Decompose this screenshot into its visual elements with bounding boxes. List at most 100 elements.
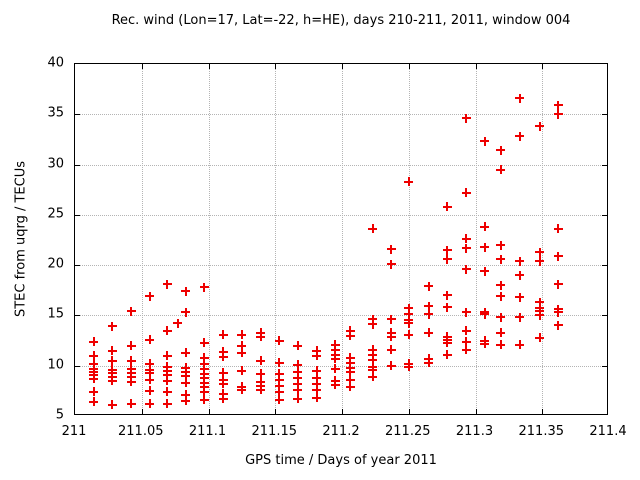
data-point-marker [553, 224, 563, 234]
data-point-marker [553, 109, 563, 119]
data-point-marker [126, 356, 136, 366]
data-point-marker [256, 369, 266, 379]
data-point-marker [330, 380, 340, 390]
data-point-marker [480, 242, 490, 252]
data-point-marker [173, 318, 183, 328]
data-point-marker [386, 244, 396, 254]
data-point-marker [237, 341, 247, 351]
x-tick-bottom [208, 409, 210, 414]
data-point-marker [442, 202, 452, 212]
data-point-marker [442, 350, 452, 360]
x-gridline [342, 64, 343, 414]
data-point-marker [145, 335, 155, 345]
data-point-marker [312, 351, 322, 361]
data-point-marker [496, 291, 506, 301]
data-point-marker [480, 136, 490, 146]
y-tick-left [75, 164, 80, 166]
data-point-marker [126, 377, 136, 387]
data-point-marker [461, 243, 471, 253]
data-point-marker [274, 369, 284, 379]
data-point-marker [553, 279, 563, 289]
data-point-marker [162, 326, 172, 335]
data-point-marker [181, 371, 191, 381]
x-tick-top [542, 64, 544, 69]
data-point-marker [368, 365, 378, 375]
data-point-marker [345, 326, 355, 335]
y-gridline [75, 265, 607, 267]
data-point-marker [107, 356, 117, 366]
y-tick-left [75, 265, 80, 267]
data-point-marker [293, 394, 303, 404]
data-point-marker [553, 251, 563, 261]
data-point-marker [480, 339, 490, 349]
data-point-marker [274, 387, 284, 397]
data-point-marker [535, 310, 545, 320]
x-tick-label: 211.15 [251, 424, 298, 439]
data-point-marker [345, 375, 355, 385]
x-tick-top [275, 64, 277, 69]
data-point-marker [535, 256, 545, 266]
y-tick-left [75, 114, 80, 116]
data-point-marker [496, 240, 506, 250]
data-point-marker [496, 328, 506, 338]
data-point-marker [496, 280, 506, 290]
y-gridline [75, 365, 607, 367]
data-point-marker [199, 359, 209, 369]
data-point-marker [312, 346, 322, 356]
data-point-marker [368, 372, 378, 382]
x-gridline [141, 64, 143, 414]
data-point-marker [461, 326, 471, 335]
data-point-marker [256, 385, 266, 395]
x-tick-bottom [141, 409, 143, 414]
data-point-marker [89, 359, 99, 369]
data-point-marker [274, 358, 284, 368]
data-point-marker [345, 331, 355, 341]
data-point-marker [535, 247, 545, 257]
data-point-marker [515, 131, 525, 141]
data-point-marker [199, 382, 209, 392]
data-point-marker [404, 362, 414, 372]
x-tick-top [342, 64, 343, 69]
data-point-marker [553, 307, 563, 317]
data-point-marker [461, 264, 471, 274]
data-point-marker [345, 353, 355, 363]
data-point-marker [181, 286, 191, 296]
data-point-marker [145, 375, 155, 385]
y-gridline [75, 164, 607, 166]
y-tick-right [602, 114, 607, 116]
data-point-marker [89, 337, 99, 347]
x-tick-label: 211.35 [518, 424, 565, 439]
data-point-marker [515, 340, 525, 350]
x-tick-label: 211.1 [188, 424, 227, 439]
x-tick-label: 211.05 [118, 424, 164, 439]
x-tick-bottom [275, 409, 277, 414]
data-point-marker [107, 346, 117, 356]
x-gridline [542, 64, 544, 414]
y-tick-label: 35 [47, 105, 64, 121]
data-point-marker [461, 345, 471, 355]
data-point-marker [89, 397, 99, 407]
data-point-marker [162, 351, 172, 361]
x-tick-top [208, 64, 210, 69]
data-point-marker [126, 399, 136, 409]
data-point-marker [461, 307, 471, 317]
x-tick-label: 211.4 [589, 424, 627, 439]
y-tick-left [75, 315, 80, 317]
data-point-marker [404, 309, 414, 319]
data-point-marker [368, 314, 378, 324]
data-point-marker [330, 364, 340, 374]
data-point-marker [256, 332, 266, 342]
x-axis-label: GPS time / Days of year 2011 [245, 453, 437, 468]
data-point-marker [424, 281, 434, 291]
data-point-marker [312, 385, 322, 395]
data-point-marker [293, 379, 303, 389]
y-tick-right [602, 315, 607, 317]
y-tick-right [602, 214, 607, 216]
x-tick-top [475, 64, 477, 69]
data-point-marker [218, 368, 228, 378]
data-point-marker [424, 309, 434, 319]
data-point-marker [126, 306, 136, 316]
data-point-marker [162, 399, 172, 409]
x-tick-bottom [542, 409, 544, 414]
data-point-marker [145, 368, 155, 378]
